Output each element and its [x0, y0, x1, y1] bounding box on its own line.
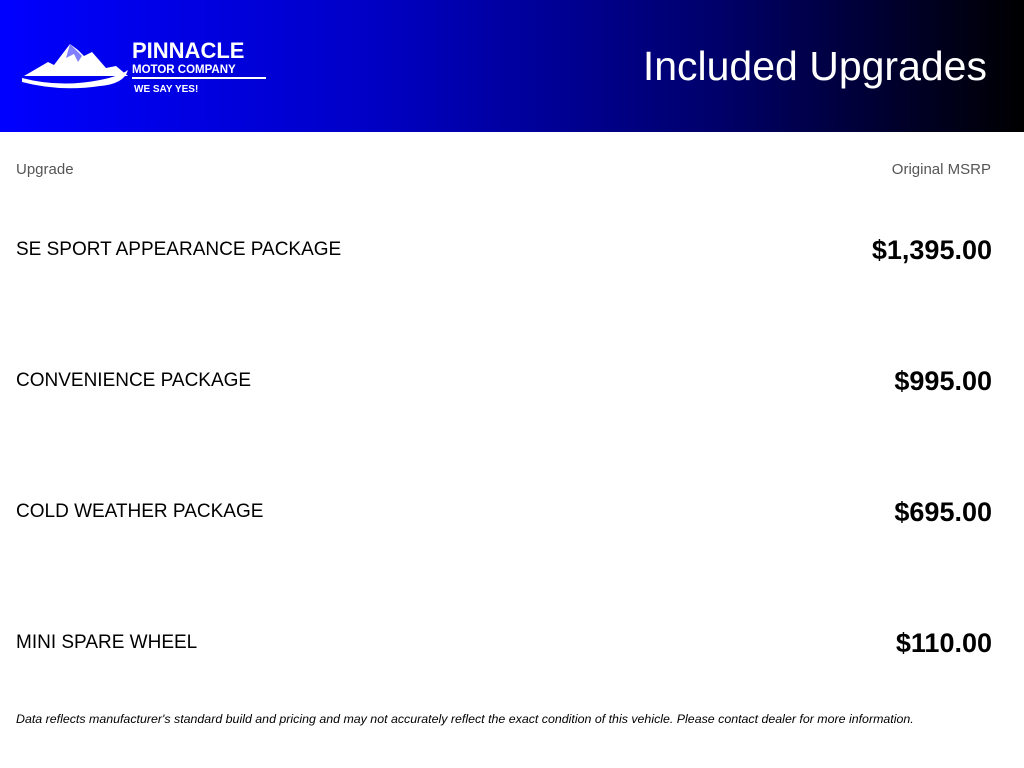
column-header-upgrade: Upgrade [16, 161, 74, 178]
upgrade-name: CONVENIENCE PACKAGE [16, 370, 252, 391]
upgrade-name: SE SPORT APPEARANCE PACKAGE [16, 239, 342, 260]
table-row: MINI SPARE WHEEL $110.00 [16, 623, 992, 663]
header-banner: PINNACLE MOTOR COMPANY WE SAY YES! Inclu… [0, 0, 1024, 132]
logo-tagline: WE SAY YES! [134, 84, 198, 95]
page-title: Included Upgrades [642, 43, 987, 89]
upgrade-price: $995.00 [894, 365, 992, 396]
table-row: COLD WEATHER PACKAGE $695.00 [16, 492, 992, 532]
pinnacle-logo: PINNACLE MOTOR COMPANY WE SAY YES! [22, 38, 266, 95]
logo-text-pinnacle: PINNACLE [132, 38, 244, 63]
upgrade-name: MINI SPARE WHEEL [16, 632, 198, 653]
upgrade-price: $110.00 [895, 627, 992, 658]
table-row: CONVENIENCE PACKAGE $995.00 [16, 361, 992, 401]
upgrade-price: $1,395.00 [871, 234, 992, 265]
upgrade-price: $695.00 [894, 496, 992, 527]
table-row: SE SPORT APPEARANCE PACKAGE $1,395.00 [16, 230, 992, 270]
column-header-msrp: Original MSRP [891, 161, 991, 178]
upgrade-name: COLD WEATHER PACKAGE [16, 501, 264, 522]
logo-text-company: MOTOR COMPANY [132, 64, 236, 76]
disclaimer-text: Data reflects manufacturer's standard bu… [16, 712, 914, 726]
